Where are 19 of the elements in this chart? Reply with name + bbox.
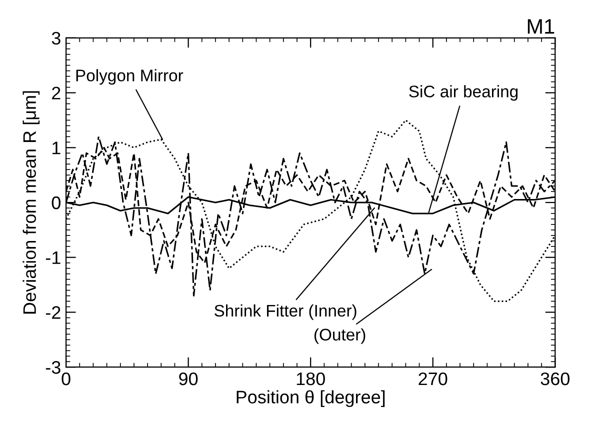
y-tick-label: -2: [46, 306, 60, 319]
y-axis-title: Deviation from mean R [μm]: [22, 91, 40, 314]
chart-title: M1: [528, 19, 554, 34]
y-tick-label: 3: [52, 32, 60, 45]
x-tick-label: 90: [179, 372, 198, 386]
annotation: (Outer): [314, 328, 366, 344]
x-tick-label: 0: [62, 372, 70, 386]
y-tick-label: 1: [52, 142, 60, 154]
annotation: Polygon Mirror: [76, 69, 184, 85]
y-tick-label: 2: [52, 86, 60, 100]
x-tick-label: 180: [296, 372, 325, 386]
x-axis-title: Position θ [degree]: [236, 390, 385, 408]
x-tick-label: 270: [418, 372, 448, 386]
y-tick-label: -1: [46, 251, 60, 264]
annotation: SiC air bearing: [409, 85, 518, 101]
y-tick-label: 0: [52, 196, 60, 210]
x-tick-label: 360: [540, 372, 570, 386]
y-tick-label: -3: [46, 361, 60, 374]
annotation: Shrink Fitter (Inner): [214, 304, 356, 320]
